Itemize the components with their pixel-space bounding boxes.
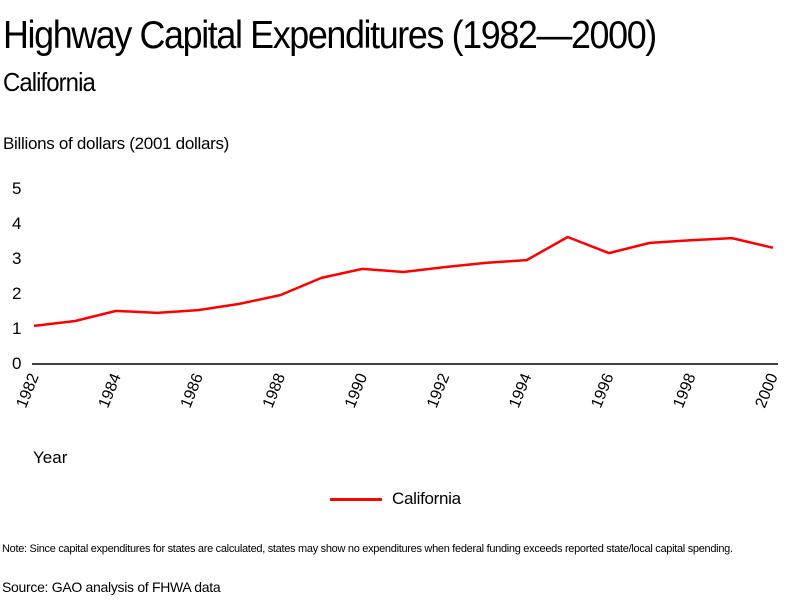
x-tick-label: 1998 <box>671 371 700 410</box>
y-tick-label: 0 <box>12 354 21 373</box>
y-tick-label: 5 <box>12 179 21 198</box>
x-axis-label: Year <box>33 448 68 467</box>
source-note: Source: GAO analysis of FHWA data <box>2 579 221 595</box>
y-axis-label: Billions of dollars (2001 dollars) <box>3 134 230 153</box>
x-tick-label: 1984 <box>96 371 125 410</box>
x-tick-label: 1986 <box>178 371 207 410</box>
chart-subtitle: California <box>3 67 96 97</box>
x-tick-label: 1982 <box>14 371 43 410</box>
legend-swatch-california <box>330 497 382 501</box>
series-line-california <box>33 235 774 328</box>
x-tick-label: 1988 <box>260 371 289 410</box>
series-group <box>33 235 774 328</box>
y-tick-label: 2 <box>12 284 21 303</box>
legend-label-california: California <box>392 489 461 508</box>
legend: California <box>330 489 461 509</box>
y-tick-label: 1 <box>12 319 21 338</box>
y-tick-label: 3 <box>12 249 21 268</box>
x-tick-label: 1994 <box>506 371 535 410</box>
chart-title: Highway Capital Expenditures (1982—2000) <box>3 14 657 57</box>
x-tick-label: 1996 <box>588 371 617 410</box>
x-tick-label: 1990 <box>342 371 371 410</box>
y-tick-labels: 0 1 2 3 4 5 <box>12 179 21 373</box>
x-tick-label: 1992 <box>424 371 453 410</box>
x-tick-labels: 1982 1984 1986 1988 1990 1992 1994 1996 1998 2000 <box>14 371 782 410</box>
x-tick-label: 2000 <box>753 371 782 410</box>
y-tick-label: 4 <box>12 214 21 233</box>
footnote: Note: Since capital expenditures for sta… <box>2 543 733 555</box>
